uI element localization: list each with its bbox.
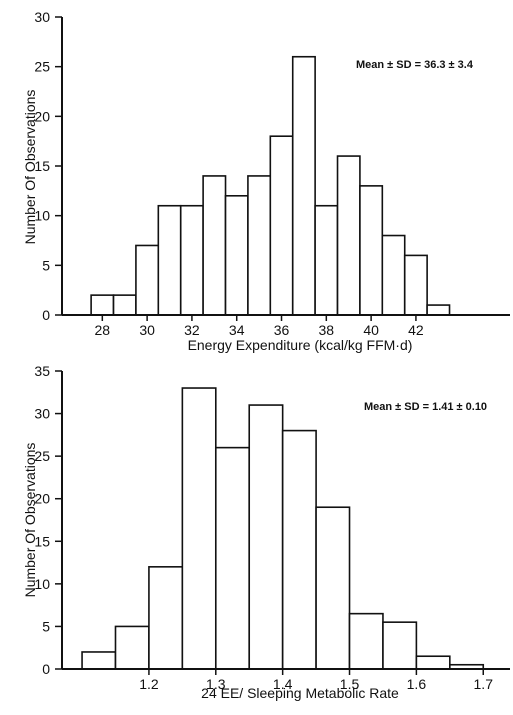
metabolic-rate-ratio-histogram: Number Of Observations 24 EE/ Sleeping M… xyxy=(22,363,510,701)
histogram-bar xyxy=(426,304,451,316)
histogram-bar xyxy=(112,294,137,316)
histogram-bar xyxy=(248,404,284,670)
histogram-bar xyxy=(348,612,384,670)
histogram-bar xyxy=(315,506,351,670)
histogram-bar xyxy=(135,244,160,316)
histogram-bar xyxy=(148,566,184,670)
histogram-bar xyxy=(247,175,272,316)
histogram-bar xyxy=(269,135,294,316)
x-axis-title: 24 EE/ Sleeping Metabolic Rate xyxy=(201,685,399,701)
histogram-bar xyxy=(202,175,227,316)
y-tick-label: 5 xyxy=(42,257,50,273)
y-tick-label: 0 xyxy=(42,307,50,323)
y-tick-label: 20 xyxy=(34,491,50,507)
histogram-bar xyxy=(157,204,182,316)
y-axis-title: Number Of Observations xyxy=(22,443,38,598)
x-tick-label: 1.7 xyxy=(474,676,494,692)
histogram-bar xyxy=(114,625,150,670)
histogram-bar xyxy=(291,55,316,316)
mean-sd-annotation: Mean ± SD = 1.41 ± 0.10 xyxy=(364,401,487,413)
histogram-bar xyxy=(90,294,115,316)
histogram-bar xyxy=(381,234,406,316)
histogram-bar xyxy=(314,204,339,316)
x-tick-label: 42 xyxy=(408,322,424,338)
y-tick-label: 20 xyxy=(34,108,50,124)
y-tick-label: 15 xyxy=(34,158,50,174)
histogram-bar xyxy=(336,155,361,316)
x-tick-label: 1.6 xyxy=(407,676,427,692)
x-tick-label: 38 xyxy=(319,322,335,338)
x-tick-label: 30 xyxy=(139,322,155,338)
x-tick-label: 1.3 xyxy=(206,676,226,692)
histogram-bar xyxy=(359,185,384,316)
y-tick-label: 15 xyxy=(34,533,50,549)
histogram-bar xyxy=(403,254,428,316)
x-tick-label: 1.4 xyxy=(273,676,293,692)
mean-sd-annotation: Mean ± SD = 36.3 ± 3.4 xyxy=(356,59,474,71)
x-tick-label: 28 xyxy=(95,322,111,338)
x-tick-label: 40 xyxy=(363,322,379,338)
histogram-bar xyxy=(181,387,217,670)
y-tick-label: 30 xyxy=(34,9,50,25)
histogram-bar xyxy=(382,621,418,670)
histogram-bar xyxy=(214,446,251,670)
y-axis-title: Number Of Observations xyxy=(22,90,38,245)
y-tick-label: 35 xyxy=(34,363,50,379)
energy-expenditure-histogram: Number Of Observations Energy Expenditur… xyxy=(22,9,510,353)
y-tick-label: 0 xyxy=(42,661,50,677)
y-tick-label: 25 xyxy=(34,59,50,75)
y-tick-label: 5 xyxy=(42,618,50,634)
y-tick-label: 30 xyxy=(34,406,50,422)
histogram-bar xyxy=(415,655,451,670)
x-tick-label: 36 xyxy=(274,322,290,338)
x-tick-label: 1.5 xyxy=(340,676,360,692)
histogram-bar xyxy=(224,195,249,316)
y-tick-label: 10 xyxy=(34,576,50,592)
x-tick-label: 1.2 xyxy=(139,676,159,692)
histogram-bar xyxy=(81,651,117,670)
x-axis-title: Energy Expenditure (kcal/kg FFM·d) xyxy=(188,337,413,353)
x-tick-label: 34 xyxy=(229,322,245,338)
y-tick-label: 25 xyxy=(34,448,50,464)
x-tick-label: 32 xyxy=(184,322,200,338)
y-tick-label: 10 xyxy=(34,208,50,224)
histogram-bar xyxy=(281,429,317,670)
histogram-bar xyxy=(179,204,204,316)
